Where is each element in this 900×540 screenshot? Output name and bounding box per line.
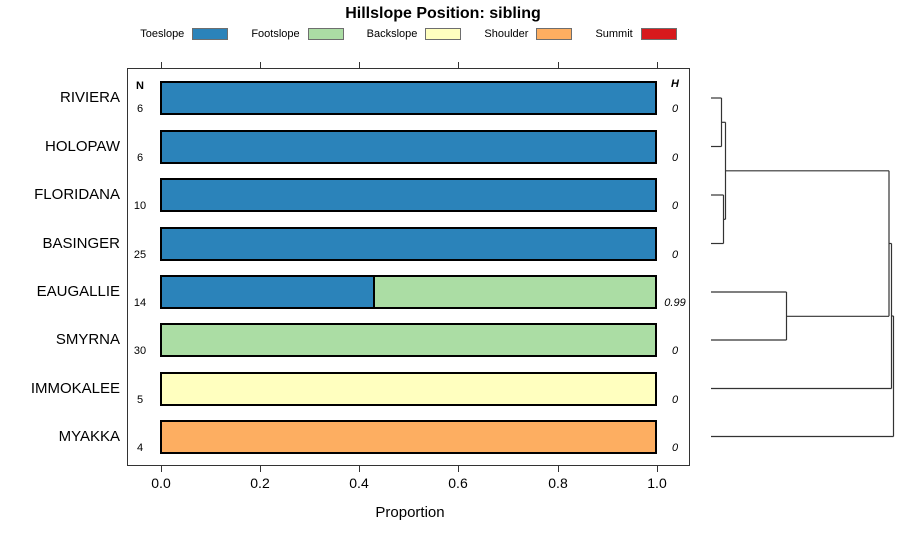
legend-swatch [307,28,344,40]
bar-segment-toeslope [162,228,655,259]
x-tick-top [558,62,559,68]
legend-item-footslope: Footslope [251,27,344,41]
x-tick-label: 0.8 [548,475,568,491]
legend-swatch [640,28,677,40]
bar-myakka [160,419,657,454]
legend-label: Summit [595,27,633,40]
bar-basinger [160,226,657,261]
row-label-eaugallie: EAUGALLIE [36,283,120,300]
row-label-floridana: FLORIDANA [34,186,120,203]
bar-segment-shoulder [162,421,655,452]
x-tick-bottom [260,466,261,472]
h-value: 0 [671,248,679,261]
chart-title: Hillslope Position: sibling [345,5,541,22]
bar-riviera [160,81,657,115]
x-tick-top [260,62,261,68]
n-value: 5 [136,393,144,406]
legend-swatch [192,28,229,40]
h-value: 0 [671,200,679,212]
h-value: 0 [671,103,679,115]
legend-label: Toeslope [140,27,185,40]
n-value: 30 [133,345,147,357]
bar-eaugallie [160,275,657,309]
legend-item-summit: Summit [595,27,677,41]
bar-segment-footslope [373,277,655,307]
bar-segment-toeslope [162,180,655,210]
bar-segment-footslope [162,325,655,355]
row-label-basinger: BASINGER [42,234,120,252]
x-tick-label: 1.0 [647,475,667,491]
row-label-holopaw: HOLOPAW [44,137,120,155]
x-axis-label: Proportion [375,504,445,521]
h-value: 0 [671,345,679,357]
x-tick-label: 0.6 [448,475,468,491]
bar-smyrna [160,323,657,357]
legend-item-toeslope: Toeslope [140,27,229,41]
row-label-myakka: MYAKKA [58,427,120,445]
n-value: 6 [136,151,144,164]
x-tick-bottom [458,466,459,472]
x-tick-bottom [359,466,360,472]
x-tick-top [161,62,162,68]
n-column-header: N [136,80,144,92]
h-value: 0.99 [664,297,686,309]
bar-segment-toeslope [162,131,655,162]
legend-swatch [425,28,462,40]
bar-floridana [160,178,657,212]
legend-label: Backslope [366,27,418,40]
row-label-riviera: RIVIERA [59,89,120,106]
n-value: 4 [136,441,144,454]
x-tick-top [458,62,459,68]
legend-label: Shoulder [484,27,529,40]
h-column-header: H [671,78,679,90]
h-value: 0 [671,151,679,164]
legend: Toeslope Footslope Backslope Shoulder Summit [117,26,700,42]
legend-swatch [536,28,573,40]
n-value: 6 [136,103,144,115]
x-tick-top [657,62,658,68]
legend-item-shoulder: Shoulder [484,27,573,41]
x-tick-label: 0.0 [151,475,171,491]
x-tick-label: 0.4 [349,475,369,491]
row-label-smyrna: SMYRNA [55,331,120,348]
h-value: 0 [671,441,679,454]
legend-label: Footslope [251,27,300,40]
h-value: 0 [671,393,679,406]
bar-segment-backslope [162,373,655,404]
x-tick-bottom [657,466,658,472]
legend-item-backslope: Backslope [367,28,462,41]
n-value: 10 [133,200,147,212]
x-tick-bottom [161,466,162,472]
row-label-immokalee: IMMOKALEE [30,379,120,397]
x-tick-bottom [558,466,559,472]
x-tick-label: 0.2 [250,475,270,491]
bar-segment-toeslope [162,83,655,113]
bar-immokalee [160,371,657,406]
n-value: 14 [133,297,147,309]
bar-holopaw [160,129,657,164]
x-tick-top [359,62,360,68]
bar-segment-toeslope [162,277,374,307]
n-value: 25 [133,248,147,261]
